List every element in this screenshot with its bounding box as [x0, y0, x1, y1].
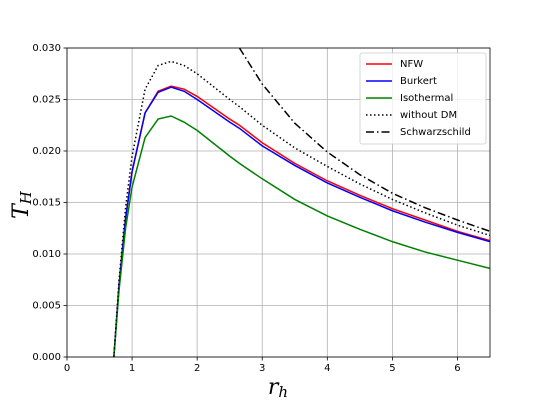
legend-label: NFW [400, 59, 423, 70]
y-tick-label: 0.025 [32, 95, 61, 106]
y-tick-label: 0.000 [32, 352, 61, 363]
y-label-sub: H [17, 190, 35, 205]
y-label-main: T [9, 202, 34, 219]
y-tick-label: 0.005 [32, 301, 61, 312]
x-tick-label: 6 [454, 363, 460, 374]
series-line [238, 48, 490, 233]
x-tick-label: 5 [389, 363, 395, 374]
legend-label: without DM [400, 110, 457, 121]
x-label-sub: h [278, 383, 288, 401]
x-tick-label: 2 [194, 363, 200, 374]
x-tick-label: 4 [324, 363, 330, 374]
y-tick-label: 0.015 [32, 198, 61, 209]
series-line [113, 115, 490, 357]
x-tick-label: 0 [64, 363, 70, 374]
y-tick-label: 0.020 [32, 146, 61, 157]
legend-box [359, 52, 487, 145]
series-line [113, 86, 490, 357]
legend-label: Schwarzschild [400, 127, 471, 138]
plot-lines [113, 48, 490, 357]
x-tick-label: 3 [259, 363, 265, 374]
x-label-main: r [268, 375, 280, 400]
x-axis-label: rh [268, 375, 288, 401]
legend-label: Burkert [400, 76, 437, 87]
series-line [113, 60, 490, 357]
x-tick-label: 1 [129, 363, 135, 374]
plot-frame [66, 47, 491, 358]
y-tick-label: 0.010 [32, 249, 61, 260]
legend-label: Isothermal [400, 93, 453, 104]
y-tick-label: 0.030 [32, 43, 61, 54]
y-axis-label: TH [9, 190, 35, 219]
